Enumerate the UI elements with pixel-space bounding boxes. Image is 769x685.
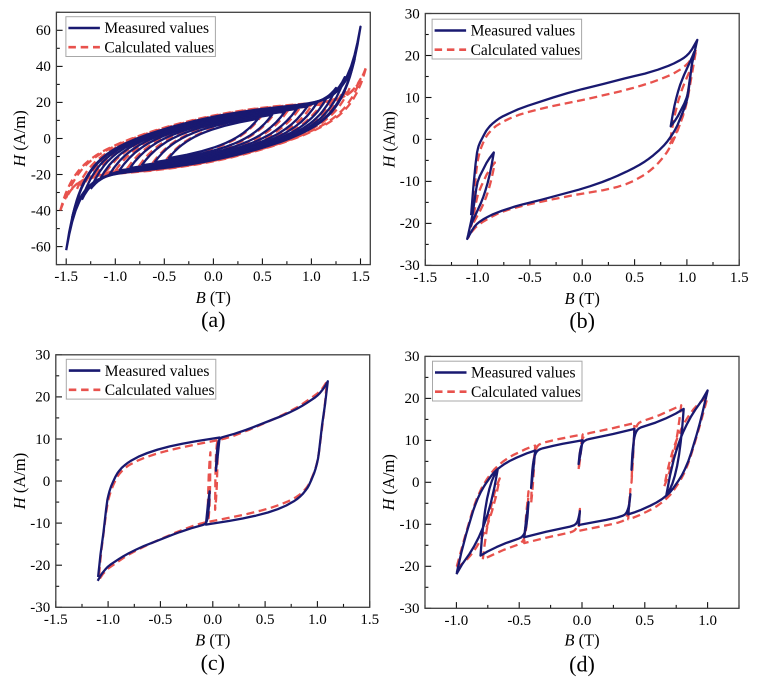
svg-text:30: 30 bbox=[405, 349, 420, 365]
svg-text:-1.5: -1.5 bbox=[44, 612, 68, 628]
svg-text:20: 20 bbox=[405, 391, 420, 407]
svg-text:10: 10 bbox=[35, 432, 50, 448]
svg-text:H (A/m): H (A/m) bbox=[379, 454, 398, 511]
svg-text:1.5: 1.5 bbox=[351, 269, 370, 285]
svg-text:40: 40 bbox=[36, 59, 51, 75]
svg-text:0.0: 0.0 bbox=[573, 270, 592, 286]
svg-text:Measured values: Measured values bbox=[104, 20, 209, 37]
svg-text:0: 0 bbox=[412, 132, 420, 148]
svg-text:30: 30 bbox=[405, 6, 420, 22]
svg-text:-1.0: -1.0 bbox=[103, 269, 127, 285]
svg-text:-20: -20 bbox=[400, 216, 420, 232]
svg-text:B (T): B (T) bbox=[195, 631, 230, 650]
svg-text:-1.0: -1.0 bbox=[466, 270, 490, 286]
svg-text:60: 60 bbox=[36, 23, 51, 39]
svg-text:-0.5: -0.5 bbox=[152, 269, 176, 285]
svg-text:1.0: 1.0 bbox=[308, 612, 327, 628]
svg-text:B (T): B (T) bbox=[565, 289, 600, 308]
svg-text:H (A/m): H (A/m) bbox=[10, 110, 29, 167]
svg-text:-30: -30 bbox=[30, 600, 50, 616]
svg-text:1.0: 1.0 bbox=[302, 269, 321, 285]
svg-text:0: 0 bbox=[43, 131, 51, 147]
svg-text:H (A/m): H (A/m) bbox=[380, 111, 399, 168]
svg-text:Measured values: Measured values bbox=[471, 23, 576, 40]
svg-text:-60: -60 bbox=[31, 239, 51, 255]
svg-text:0.5: 0.5 bbox=[253, 269, 272, 285]
svg-text:-1.0: -1.0 bbox=[445, 613, 469, 629]
svg-text:-10: -10 bbox=[400, 174, 420, 190]
svg-text:-0.5: -0.5 bbox=[507, 613, 531, 629]
svg-text:1.5: 1.5 bbox=[730, 270, 749, 286]
svg-text:Measured values: Measured values bbox=[105, 363, 210, 380]
svg-text:B (T): B (T) bbox=[564, 631, 599, 650]
svg-text:-20: -20 bbox=[31, 167, 51, 183]
svg-text:(d): (d) bbox=[569, 652, 595, 677]
svg-text:H (A/m): H (A/m) bbox=[10, 453, 29, 510]
svg-text:-0.5: -0.5 bbox=[518, 270, 542, 286]
svg-text:(a): (a) bbox=[201, 307, 225, 332]
svg-text:10: 10 bbox=[405, 433, 420, 449]
svg-text:-1.5: -1.5 bbox=[54, 269, 78, 285]
svg-text:0: 0 bbox=[412, 475, 420, 491]
svg-text:-30: -30 bbox=[400, 601, 420, 617]
svg-text:0.5: 0.5 bbox=[635, 613, 654, 629]
svg-text:20: 20 bbox=[405, 48, 420, 64]
svg-text:(b): (b) bbox=[569, 308, 595, 333]
svg-text:-10: -10 bbox=[30, 516, 50, 532]
svg-text:Calculated values: Calculated values bbox=[471, 384, 581, 401]
svg-text:B (T): B (T) bbox=[196, 288, 231, 307]
svg-text:0.0: 0.0 bbox=[573, 613, 592, 629]
svg-text:10: 10 bbox=[405, 90, 420, 106]
svg-text:-40: -40 bbox=[31, 203, 51, 219]
svg-text:-0.5: -0.5 bbox=[149, 612, 173, 628]
svg-text:-20: -20 bbox=[30, 558, 50, 574]
svg-text:-20: -20 bbox=[400, 559, 420, 575]
svg-text:Calculated values: Calculated values bbox=[105, 382, 215, 399]
svg-text:0.5: 0.5 bbox=[256, 612, 275, 628]
svg-text:0: 0 bbox=[43, 474, 51, 490]
svg-text:-1.5: -1.5 bbox=[413, 270, 437, 286]
svg-text:1.0: 1.0 bbox=[678, 270, 697, 286]
svg-text:Calculated values: Calculated values bbox=[471, 42, 581, 59]
svg-text:-30: -30 bbox=[400, 258, 420, 274]
svg-text:0.0: 0.0 bbox=[204, 269, 223, 285]
svg-text:-10: -10 bbox=[400, 517, 420, 533]
svg-text:20: 20 bbox=[35, 390, 50, 406]
svg-text:20: 20 bbox=[36, 95, 51, 111]
svg-text:30: 30 bbox=[35, 348, 50, 364]
svg-text:0.5: 0.5 bbox=[625, 270, 644, 286]
svg-text:1.0: 1.0 bbox=[698, 613, 717, 629]
svg-text:0.0: 0.0 bbox=[203, 612, 222, 628]
svg-text:1.5: 1.5 bbox=[360, 612, 379, 628]
svg-text:-1.0: -1.0 bbox=[96, 612, 120, 628]
svg-text:(c): (c) bbox=[201, 650, 225, 675]
svg-text:Calculated values: Calculated values bbox=[104, 39, 214, 56]
svg-text:Measured values: Measured values bbox=[471, 365, 576, 382]
